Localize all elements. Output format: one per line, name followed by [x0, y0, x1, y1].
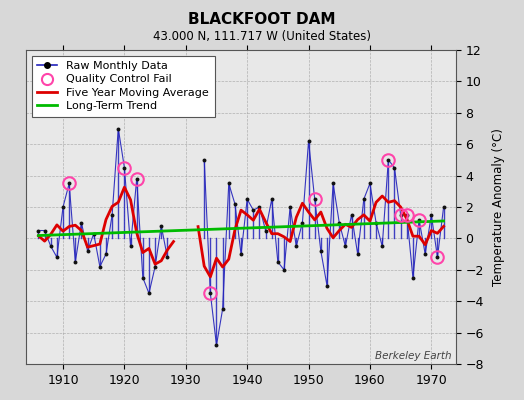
Text: 43.000 N, 111.717 W (United States): 43.000 N, 111.717 W (United States) [153, 30, 371, 43]
Point [280, 267, 288, 273]
Point [292, 243, 300, 250]
Point [145, 290, 153, 296]
Point [378, 243, 386, 250]
Point [96, 264, 104, 270]
Point [231, 201, 239, 207]
Point [341, 243, 350, 250]
Point [316, 248, 325, 254]
Y-axis label: Temperature Anomaly (°C): Temperature Anomaly (°C) [493, 128, 506, 286]
Point [212, 342, 221, 348]
Point [261, 227, 270, 234]
Legend: Raw Monthly Data, Quality Control Fail, Five Year Moving Average, Long-Term Tren: Raw Monthly Data, Quality Control Fail, … [32, 56, 214, 117]
Point [249, 207, 257, 213]
Point [40, 227, 49, 234]
Point [286, 204, 294, 210]
Point [225, 180, 233, 187]
Point [120, 164, 128, 171]
Point [200, 157, 209, 163]
Point [347, 212, 356, 218]
Text: BLACKFOOT DAM: BLACKFOOT DAM [188, 12, 336, 27]
Point [366, 180, 374, 187]
Point [384, 157, 392, 163]
Point [397, 212, 405, 218]
Point [255, 204, 264, 210]
Point [304, 138, 313, 144]
Point [163, 254, 171, 260]
Point [243, 196, 252, 202]
Point [421, 251, 429, 257]
Point [335, 220, 343, 226]
Point [323, 282, 331, 289]
Point [151, 264, 159, 270]
Point [77, 220, 85, 226]
Point [427, 212, 435, 218]
Point [71, 259, 80, 265]
Point [108, 212, 116, 218]
Point [206, 290, 214, 296]
Point [83, 248, 92, 254]
Point [298, 220, 307, 226]
Point [390, 164, 399, 171]
Point [359, 196, 368, 202]
Point [409, 274, 417, 281]
Point [59, 204, 67, 210]
Point [34, 227, 42, 234]
Point [114, 125, 123, 132]
Point [329, 180, 337, 187]
Point [372, 220, 380, 226]
Point [311, 196, 319, 202]
Point [53, 254, 61, 260]
Point [274, 259, 282, 265]
Point [268, 196, 276, 202]
Point [440, 204, 448, 210]
Point [102, 251, 110, 257]
Point [433, 254, 442, 260]
Point [139, 274, 147, 281]
Point [219, 306, 227, 312]
Point [65, 180, 73, 187]
Point [126, 243, 135, 250]
Point [90, 230, 98, 237]
Text: Berkeley Earth: Berkeley Earth [375, 351, 452, 361]
Point [354, 251, 362, 257]
Point [402, 212, 411, 218]
Point [237, 251, 245, 257]
Point [47, 243, 55, 250]
Point [133, 176, 141, 182]
Point [415, 216, 423, 223]
Point [157, 223, 166, 229]
